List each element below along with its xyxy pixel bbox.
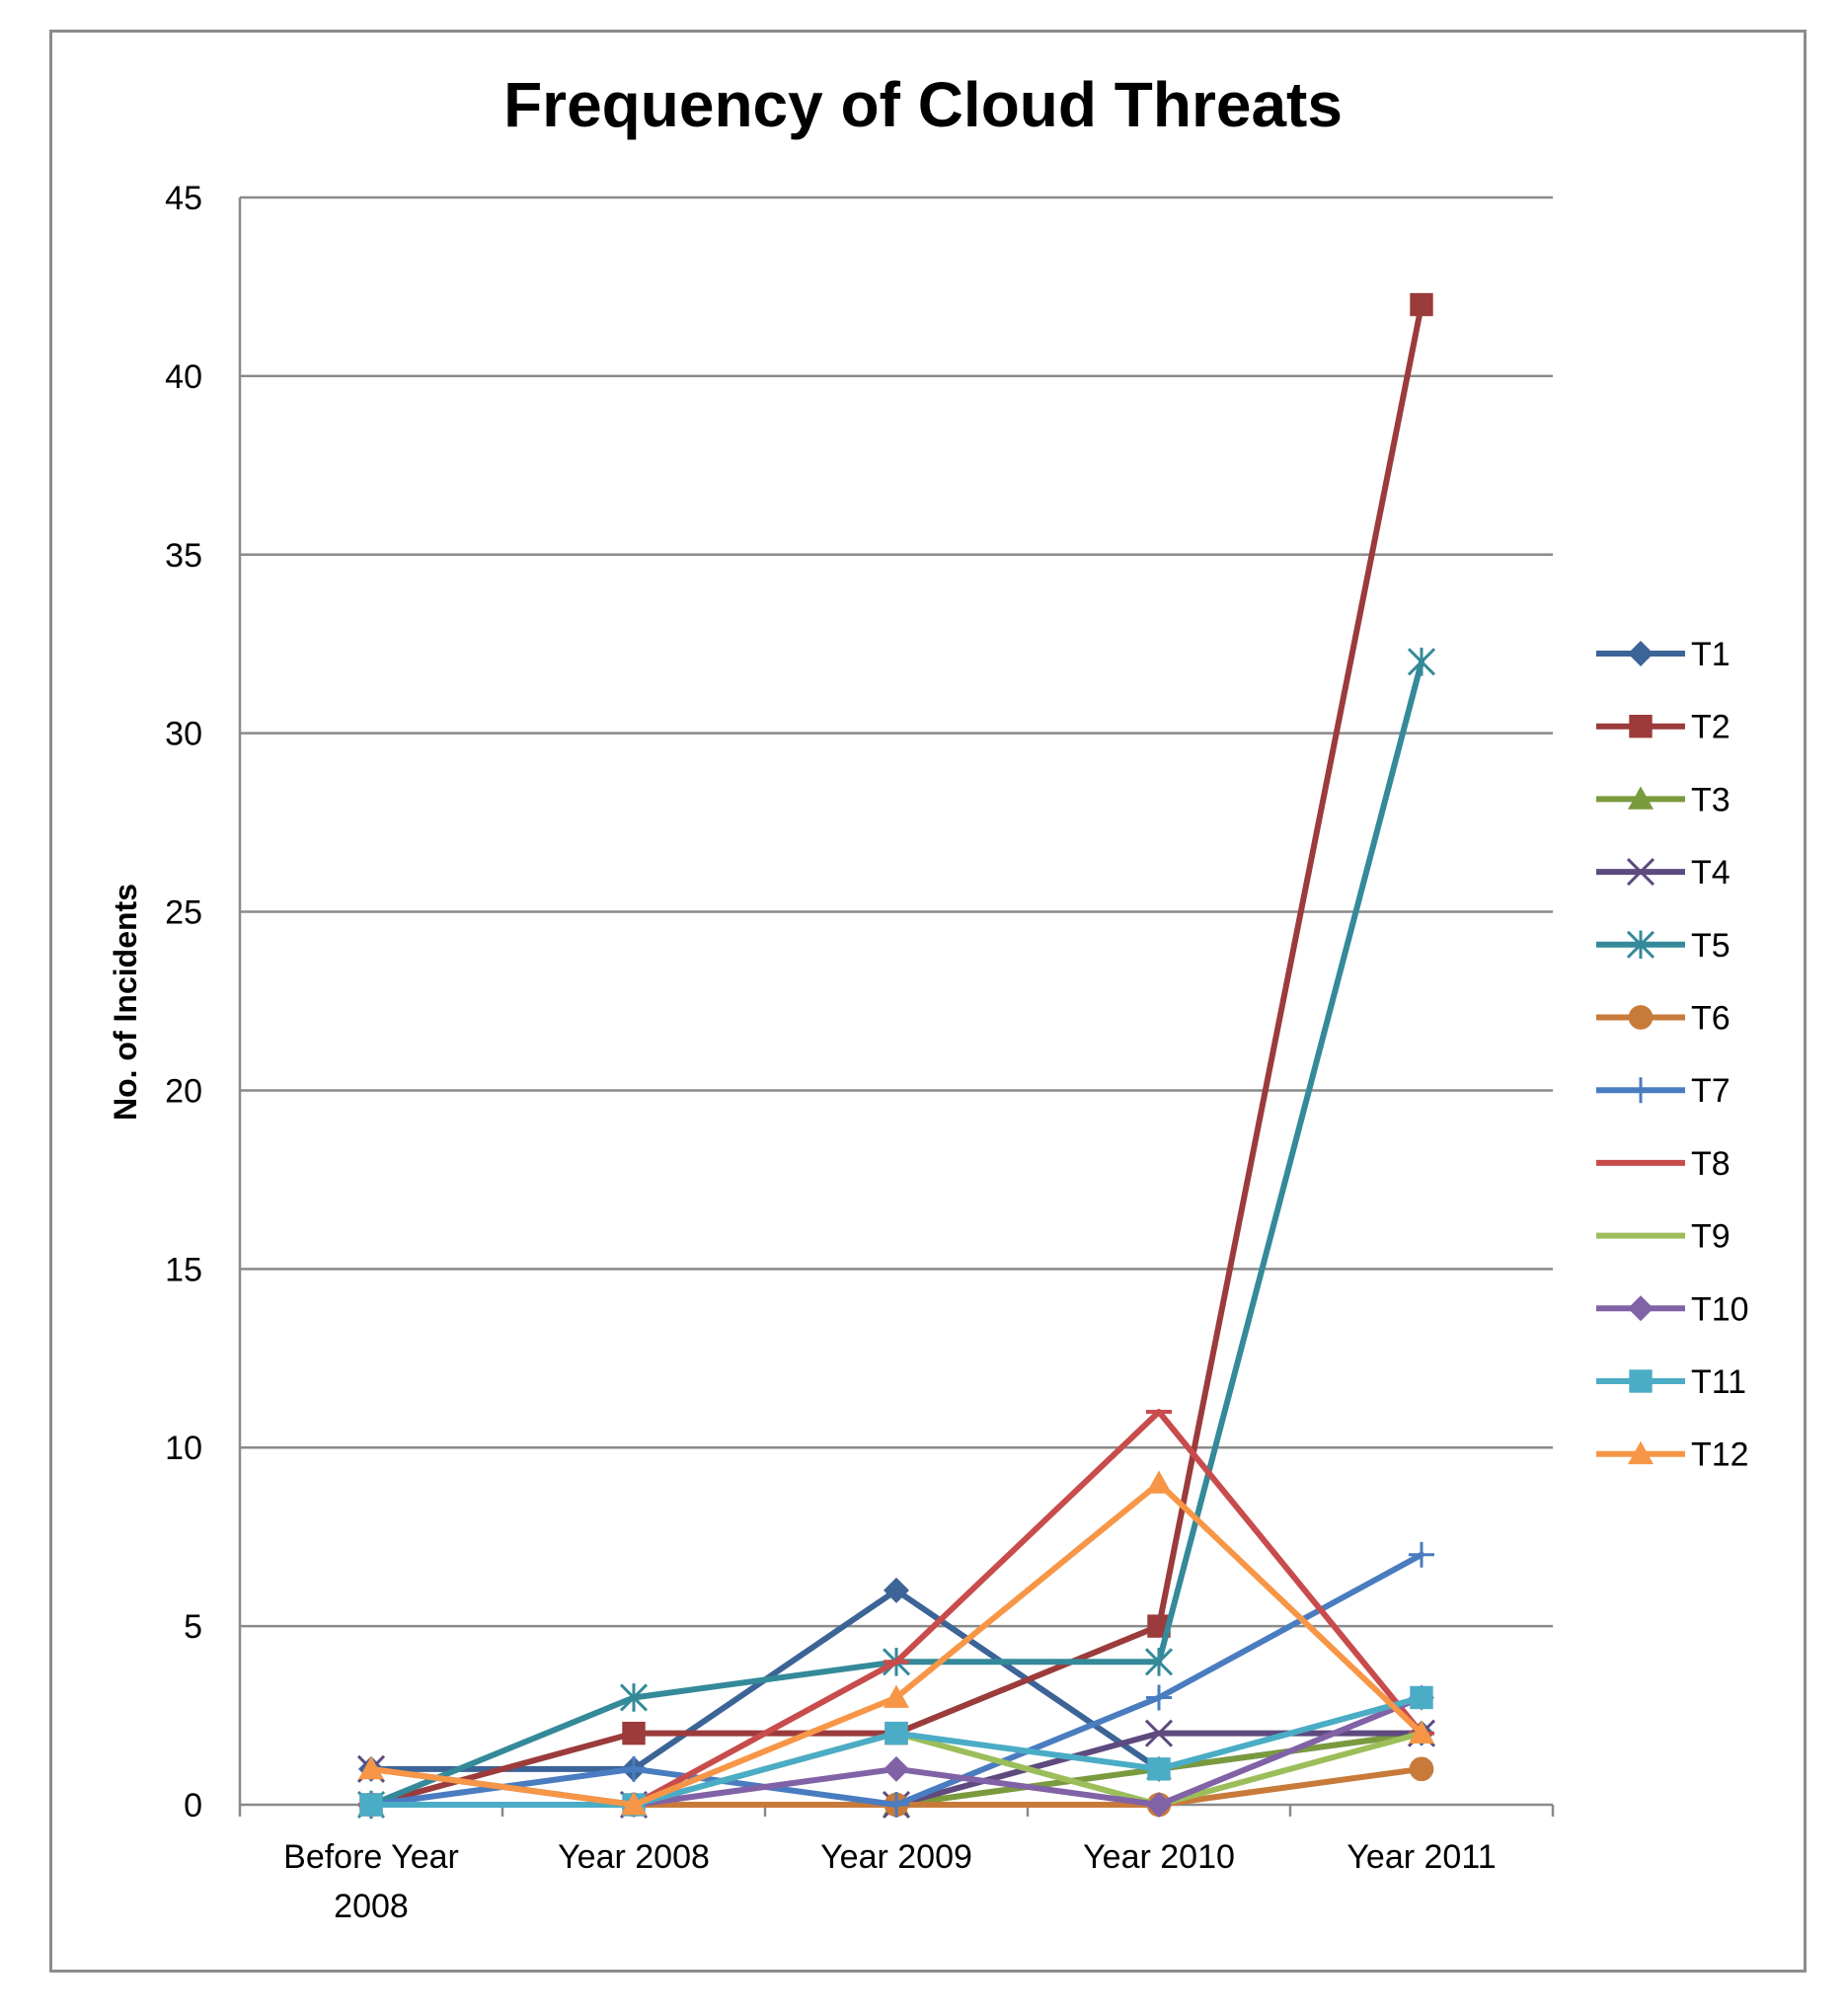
data-point-t7 bbox=[1409, 1541, 1434, 1568]
series-lines bbox=[356, 292, 1436, 1820]
legend-label: T2 bbox=[1691, 709, 1731, 746]
data-point-t7 bbox=[884, 1792, 909, 1818]
series-t7 bbox=[358, 1541, 1434, 1818]
data-point-t5 bbox=[619, 1683, 649, 1712]
y-tick-label: 45 bbox=[165, 180, 202, 217]
legend-item-t4: T4 bbox=[1596, 854, 1731, 892]
data-point-t7 bbox=[621, 1755, 647, 1782]
legend-item-t12: T12 bbox=[1596, 1436, 1749, 1474]
legend-marker bbox=[1629, 1369, 1653, 1393]
legend-marker bbox=[1628, 1005, 1654, 1030]
legend-label: T8 bbox=[1691, 1145, 1731, 1183]
legend-marker bbox=[1628, 1440, 1654, 1465]
y-tick-label: 10 bbox=[165, 1430, 202, 1467]
data-point-t11 bbox=[1410, 1685, 1433, 1710]
y-tick-label: 30 bbox=[165, 716, 202, 753]
data-point-t6 bbox=[1409, 1756, 1434, 1782]
data-point-t11 bbox=[1147, 1757, 1171, 1781]
legend-item-t6: T6 bbox=[1596, 1000, 1731, 1038]
data-point-t12 bbox=[884, 1684, 909, 1708]
series-t12 bbox=[358, 1470, 1434, 1816]
data-point-t11 bbox=[885, 1721, 908, 1745]
legend-marker bbox=[1628, 786, 1654, 810]
legend-item-t5: T5 bbox=[1596, 927, 1731, 965]
data-point-t2 bbox=[622, 1721, 646, 1745]
x-tick-label: Year 2009 bbox=[820, 1838, 972, 1876]
legend-item-t11: T11 bbox=[1596, 1363, 1746, 1401]
y-tick-labels: 0 5 10 15 20 25 30 35 40 45 bbox=[165, 180, 202, 1824]
series-t5 bbox=[356, 648, 1436, 1820]
y-tick-label: 35 bbox=[165, 537, 202, 575]
legend-marker bbox=[1628, 641, 1654, 666]
x-tick-label: Year 2011 bbox=[1346, 1838, 1496, 1876]
series-line-t8 bbox=[368, 1409, 1424, 1808]
x-tick-label: Year 2010 bbox=[1083, 1838, 1235, 1876]
data-point-t10 bbox=[884, 1755, 909, 1782]
gridlines bbox=[238, 195, 1555, 1817]
data-point-t12 bbox=[621, 1792, 647, 1816]
y-tick-label: 5 bbox=[184, 1608, 202, 1646]
data-point-t7 bbox=[1146, 1684, 1172, 1711]
legend-item-t7: T7 bbox=[1596, 1072, 1731, 1110]
legend-label: T6 bbox=[1691, 1000, 1731, 1038]
y-tick-label: 15 bbox=[165, 1251, 202, 1288]
legend-marker bbox=[1629, 715, 1653, 738]
data-point-t12 bbox=[358, 1755, 384, 1780]
legend-label: T5 bbox=[1691, 927, 1731, 965]
legend-label: T12 bbox=[1691, 1436, 1749, 1474]
legend-label: T10 bbox=[1691, 1290, 1749, 1328]
legend-marker bbox=[1628, 1295, 1654, 1322]
legend-label: T1 bbox=[1691, 636, 1731, 673]
data-point-t12 bbox=[1146, 1470, 1172, 1494]
data-point-t5 bbox=[1407, 648, 1436, 676]
legend-marker bbox=[1626, 858, 1655, 887]
chart-frame bbox=[49, 30, 1807, 1973]
y-tick-label: 25 bbox=[165, 894, 202, 932]
x-tick-label: 2008 bbox=[334, 1888, 409, 1925]
legend-item-t2: T2 bbox=[1596, 709, 1731, 746]
x-tick-label: Year 2008 bbox=[558, 1838, 710, 1876]
data-point-t10 bbox=[1146, 1792, 1172, 1818]
data-point-t4 bbox=[1144, 1719, 1174, 1747]
legend-item-t9: T9 bbox=[1596, 1218, 1731, 1256]
series-line-t5 bbox=[368, 659, 1424, 1808]
legend-label: T9 bbox=[1691, 1218, 1731, 1256]
y-axis-label: No. of Incidents bbox=[108, 884, 143, 1121]
legend-item-t8: T8 bbox=[1596, 1145, 1731, 1183]
legend-marker bbox=[1628, 1077, 1654, 1104]
legend-label: T3 bbox=[1691, 781, 1731, 818]
legend-marker bbox=[1626, 930, 1655, 960]
legend-label: T7 bbox=[1691, 1072, 1731, 1110]
x-tick-label: Before Year bbox=[283, 1838, 459, 1876]
data-point-t5 bbox=[1144, 1647, 1174, 1676]
legend-label: T4 bbox=[1691, 854, 1731, 892]
legend-label: T11 bbox=[1691, 1363, 1746, 1401]
y-tick-label: 0 bbox=[184, 1787, 202, 1824]
y-tick-label: 20 bbox=[165, 1072, 202, 1110]
data-point-t2 bbox=[1410, 292, 1433, 317]
data-point-t11 bbox=[359, 1793, 383, 1817]
y-tick-label: 40 bbox=[165, 358, 202, 396]
legend: T1 T2 T3 T4 T5 T6 T7 T8 T9 T10 T11 T12 bbox=[1596, 636, 1749, 1474]
data-point-t1 bbox=[884, 1577, 909, 1603]
legend-item-t3: T3 bbox=[1596, 781, 1731, 818]
x-tick-labels: Before Year 2008 Year 2008 Year 2009 Year 20… bbox=[283, 1838, 1496, 1925]
legend-item-t1: T1 bbox=[1596, 636, 1731, 673]
data-point-t12 bbox=[1409, 1720, 1434, 1745]
legend-item-t10: T10 bbox=[1596, 1290, 1749, 1328]
chart-title: Frequency of Cloud Threats bbox=[503, 69, 1343, 140]
